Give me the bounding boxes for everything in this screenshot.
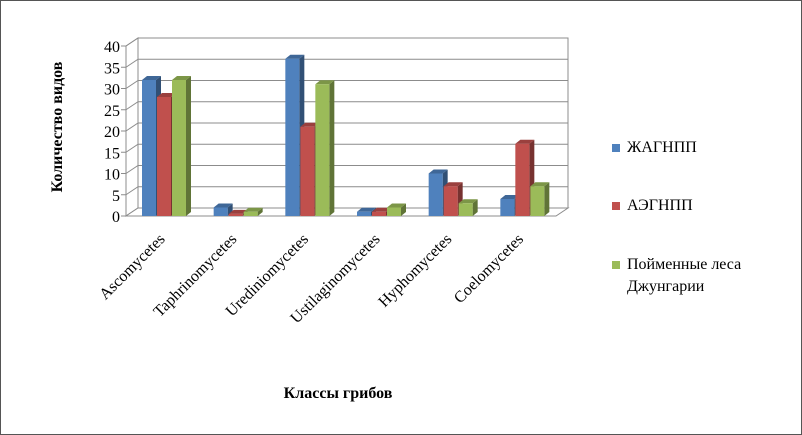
bar-top xyxy=(500,195,520,199)
bar-side xyxy=(257,207,263,216)
bar-front xyxy=(285,58,300,216)
plot-back-wall xyxy=(125,37,569,217)
gridline xyxy=(125,165,568,174)
bar-front xyxy=(530,186,545,216)
bar-top xyxy=(243,207,263,212)
bar xyxy=(515,139,535,216)
y-tick-label: 30 xyxy=(104,82,120,99)
x-tick-label: Ascomycetes xyxy=(96,231,168,303)
bar-side xyxy=(401,203,406,216)
y-tick-label: 15 xyxy=(104,145,120,162)
bar-top xyxy=(515,139,535,144)
bar-front xyxy=(228,213,243,216)
x-axis-ticks: AscomycetesTaphrinomycetesUrediniomycete… xyxy=(96,231,527,327)
gridline xyxy=(125,37,568,47)
bar-top xyxy=(372,207,391,212)
legend-label: АЭГНПП xyxy=(627,197,693,214)
bar-top xyxy=(530,182,550,187)
bar-top xyxy=(228,209,248,214)
bar-front xyxy=(172,80,186,216)
legend-item-aegnpp: АЭГНПП xyxy=(612,195,787,217)
bar xyxy=(458,199,478,216)
bar xyxy=(315,80,335,216)
bar-front xyxy=(315,84,330,216)
bar-side xyxy=(186,76,191,216)
bar-front xyxy=(458,203,473,216)
bar-front xyxy=(157,97,171,216)
y-tick-label: 20 xyxy=(104,124,120,141)
bar-front xyxy=(213,207,228,216)
bar-side xyxy=(472,199,478,216)
bar-top xyxy=(443,182,463,187)
legend-item-floodplain-forests: Пойменные леса Джунгарии xyxy=(612,254,787,298)
bar-front xyxy=(500,199,515,216)
bar-front xyxy=(357,211,371,216)
bar-top xyxy=(285,54,305,59)
bar-side xyxy=(544,182,550,216)
y-tick-label: 25 xyxy=(104,103,120,120)
y-tick-label: 0 xyxy=(112,209,120,226)
legend: ЖАГНПП АЭГНПП Пойменные леса Джунгарии xyxy=(612,0,797,435)
gridline xyxy=(125,80,568,89)
legend-swatch xyxy=(612,261,620,269)
bar-front xyxy=(300,126,315,216)
bar-front xyxy=(243,211,258,216)
gridline xyxy=(125,143,568,153)
legend-label: Пойменные леса Джунгарии xyxy=(627,256,742,295)
bar-top xyxy=(458,199,478,204)
bar-front xyxy=(428,173,443,216)
bar-front xyxy=(443,186,458,216)
gridline xyxy=(125,101,568,111)
x-axis-title: Классы грибов xyxy=(284,385,393,402)
bar-top xyxy=(300,122,320,127)
bar-top xyxy=(315,80,335,85)
bar-top xyxy=(157,93,176,97)
bar-front xyxy=(387,207,401,216)
bar xyxy=(387,203,406,216)
y-tick-label: 10 xyxy=(104,167,120,184)
bar xyxy=(243,207,263,216)
bars xyxy=(142,54,550,216)
bar-top xyxy=(357,207,376,212)
x-tick-label: Coelomycetes xyxy=(451,231,527,307)
bar-top xyxy=(428,169,448,174)
gridline xyxy=(125,122,568,132)
bar-top xyxy=(213,203,233,208)
legend-swatch xyxy=(612,202,620,210)
y-tick-label: 35 xyxy=(104,60,120,77)
bar-front xyxy=(515,143,530,216)
bar-top xyxy=(142,76,161,80)
y-axis-ticks: 0 5 10 15 20 25 30 35 40 xyxy=(104,39,126,226)
bar xyxy=(172,76,191,216)
bar-top xyxy=(172,76,191,80)
y-tick-label: 5 xyxy=(112,188,120,205)
legend-swatch xyxy=(612,144,620,152)
bar xyxy=(530,182,550,216)
gridline xyxy=(125,58,568,68)
bar-top xyxy=(387,203,406,208)
bar-front xyxy=(142,80,156,216)
y-axis-title: Количество видов xyxy=(49,61,66,192)
gridline xyxy=(125,186,568,196)
x-tick-label: Hyphomycetes xyxy=(375,231,455,311)
bar-front xyxy=(372,211,386,216)
bar-side xyxy=(329,80,335,216)
legend-label: ЖАГНПП xyxy=(627,139,697,156)
y-tick-label: 40 xyxy=(104,39,120,56)
legend-item-zhagnpp: ЖАГНПП xyxy=(612,137,787,159)
